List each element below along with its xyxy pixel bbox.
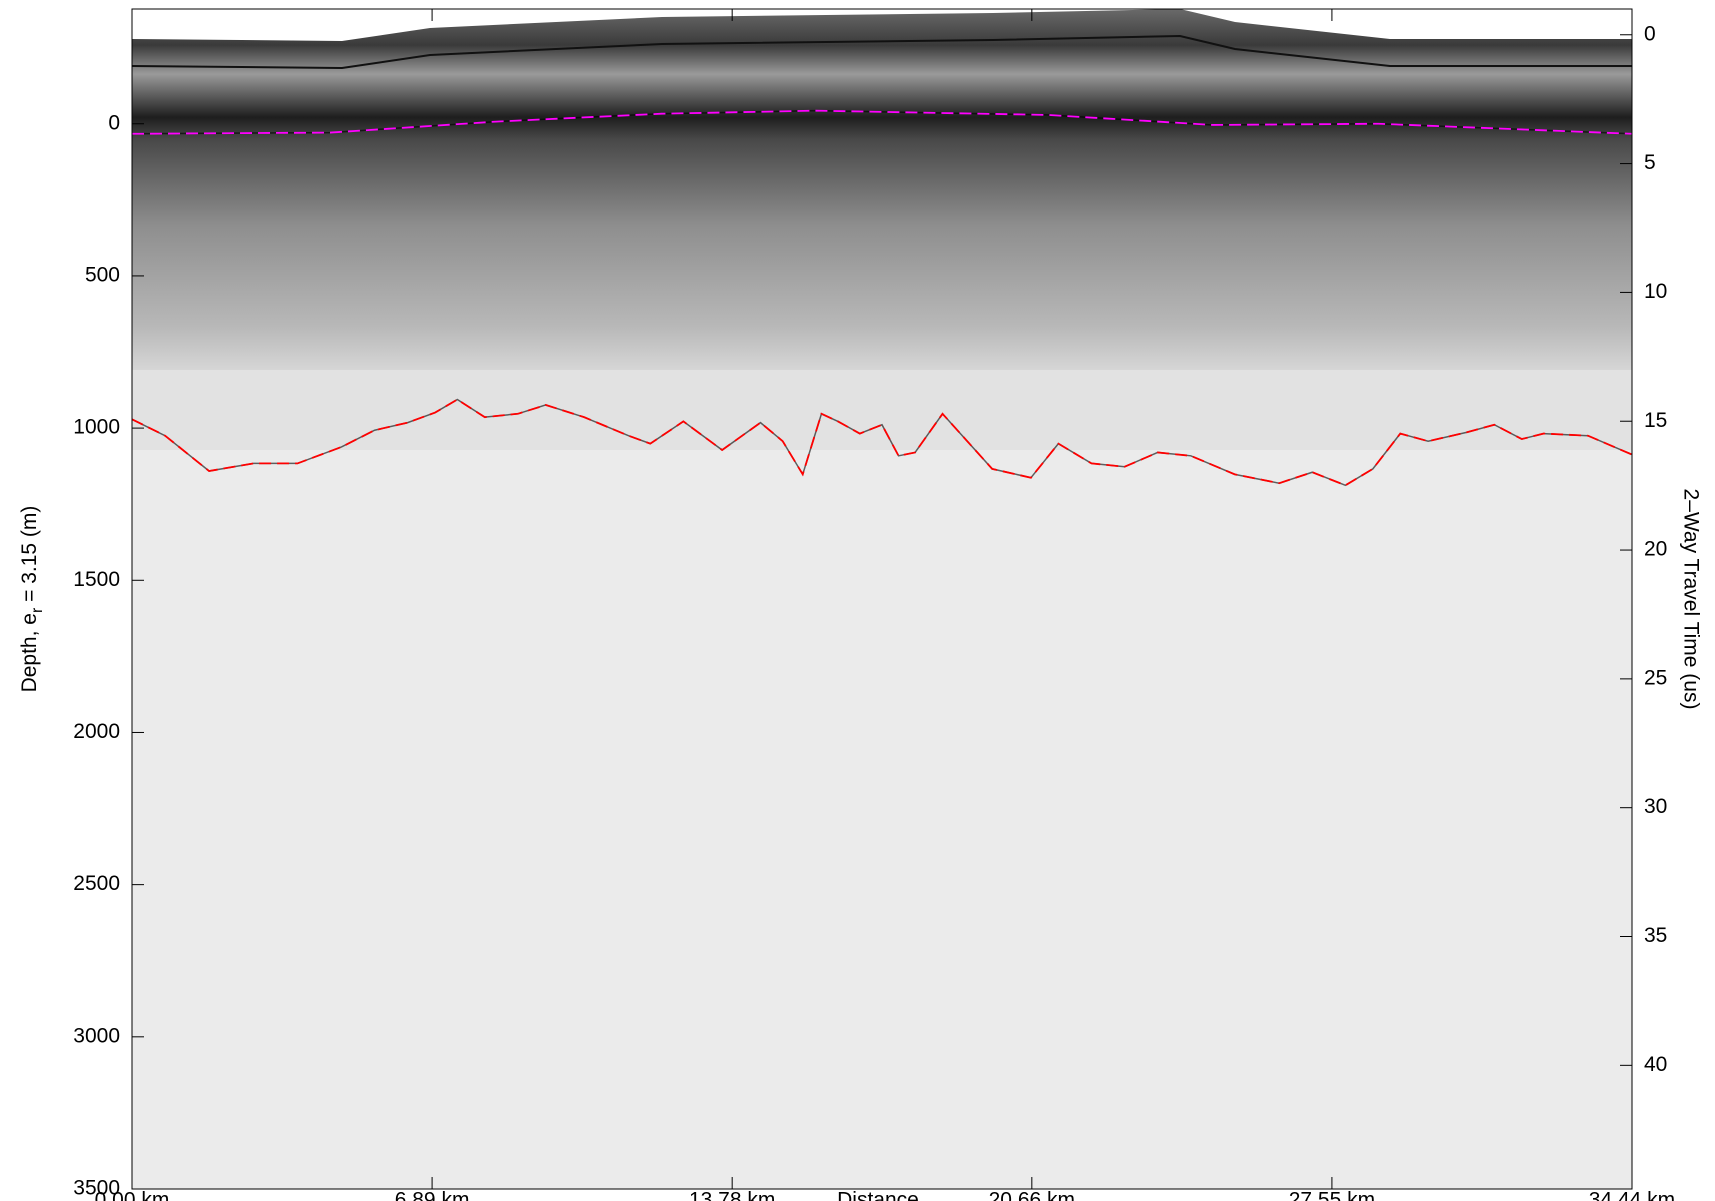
pick-line <box>131 109 1633 135</box>
plot <box>131 109 1633 487</box>
y2-tick-label: 35 <box>1644 924 1667 947</box>
y-tick-label: 3000 <box>73 1024 120 1047</box>
x-axis-label: Distance <box>837 1189 919 1201</box>
radargram-layers <box>132 9 1632 370</box>
x-tick-label: 34.44 km <box>1589 1189 1675 1201</box>
y2-tick-label: 15 <box>1644 409 1667 432</box>
y-tick-label: 2500 <box>73 872 120 895</box>
y2-tick-label: 10 <box>1644 280 1667 303</box>
y2-tick-label: 30 <box>1644 795 1667 818</box>
y2-axis-label: 2–Way Travel Time (us) <box>1679 489 1702 710</box>
x-tick-label: 0.00 km <box>95 1189 170 1201</box>
y2-tick-label: 20 <box>1644 538 1667 561</box>
y2-tick-label: 40 <box>1644 1053 1667 1076</box>
radargram-transition <box>132 370 1632 450</box>
pick-line <box>131 398 1633 487</box>
x-tick-label: 27.55 km <box>1289 1189 1375 1201</box>
y2-tick-label: 0 <box>1644 22 1656 45</box>
y-axis-label: Depth, er = 3.15 (m) <box>18 506 47 693</box>
y-tick-label: 0 <box>108 111 120 134</box>
air-band-line <box>131 34 1632 70</box>
y-tick-label: 3500 <box>73 1177 120 1200</box>
x-tick-label: 20.66 km <box>989 1189 1075 1201</box>
y-tick-label: 1500 <box>73 568 120 591</box>
y-tick-label: 1000 <box>73 416 120 439</box>
y2-tick-label: 5 <box>1644 151 1656 174</box>
y-tick-label: 500 <box>85 263 120 286</box>
x-tick-label: 13.78 km <box>689 1189 775 1201</box>
plot-frame <box>131 8 1633 1190</box>
y-tick-label: 2000 <box>73 720 120 743</box>
x-tick-label: 6.89 km <box>395 1189 470 1201</box>
y2-tick-label: 25 <box>1644 666 1667 689</box>
